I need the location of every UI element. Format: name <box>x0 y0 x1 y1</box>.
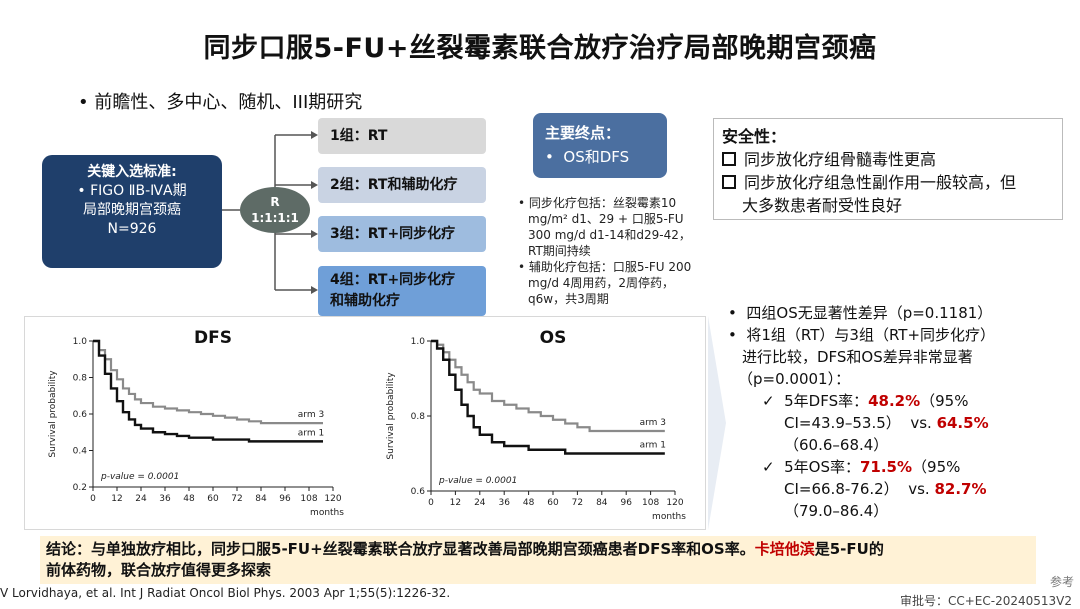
series-line-arm-3 <box>93 339 323 425</box>
x-axis-label: months <box>310 508 344 518</box>
x-axis-label: months <box>652 512 686 522</box>
safety-item: 同步放化疗组急性副作用一般较高，但 <box>722 171 1054 194</box>
x-tick-label: 60 <box>547 498 559 508</box>
survival-plots-panel: 0 12 24 36 48 60 72 84 96 108 120 0.2 0.4 0.6 0.8 1.0 DF… <box>24 316 706 530</box>
randomization-node: R 1:1:1:1 <box>240 187 310 233</box>
group-4-box: 4组：RT+同步化疗 和辅助化疗 <box>318 266 486 316</box>
y-tick-label: 0.8 <box>73 374 88 384</box>
page-title: 同步口服5-FU+丝裂霉素联合放疗治疗局部晚期宫颈癌 <box>203 33 877 64</box>
y-tick-label: 0.2 <box>73 483 87 493</box>
x-tick-label: 108 <box>300 494 317 504</box>
inclusion-criteria-box: 关键入选标准: • FIGO ⅡB-ⅣA期 局部晚期宫颈癌 N=926 <box>42 155 222 268</box>
p-value-annotation: p-value = 0.0001 <box>100 472 179 482</box>
x-tick-label: 48 <box>523 498 535 508</box>
x-tick-label: 108 <box>642 498 659 508</box>
y-tick-label: 0.4 <box>73 447 88 457</box>
x-tick-label: 48 <box>183 494 195 504</box>
group-3-box: 3组：RT+同步化疗 <box>318 216 486 252</box>
study-design: • 前瞻性、多中心、随机、III期研究 <box>78 92 363 113</box>
series-label: arm 1 <box>298 428 324 438</box>
side-reference: 参考 <box>1049 575 1074 589</box>
note-item: • 同步化疗包括：丝裂霉素10 mg/m² d1、29 + 口服5-FU 300… <box>518 196 691 258</box>
criteria-line: • FIGO ⅡB-ⅣA期 <box>77 183 187 199</box>
chart-title: DFS <box>194 328 232 348</box>
x-tick-label: 36 <box>498 498 510 508</box>
note-item: • 辅助化疗包括：口服5-FU 200 mg/d 4周用药，2周停药，q6w，共… <box>518 260 692 306</box>
group-2-box: 2组：RT和辅助化疗 <box>318 167 486 203</box>
x-tick-label: 12 <box>450 498 461 508</box>
y-tick-label: 1.0 <box>411 337 426 347</box>
x-tick-label: 72 <box>572 498 583 508</box>
citation: V Lorvidhaya, et al. Int J Radiat Oncol … <box>0 586 451 600</box>
y-tick-label: 0.6 <box>73 410 88 420</box>
x-tick-label: 96 <box>620 498 632 508</box>
chevron-right-icon <box>708 316 726 530</box>
series-label: arm 3 <box>298 410 324 420</box>
y-axis-label: Survival probability <box>48 370 58 458</box>
x-tick-label: 0 <box>428 498 434 508</box>
x-tick-label: 24 <box>135 494 147 504</box>
criteria-heading: 关键入选标准: <box>87 164 177 180</box>
regimen-notes: • 同步化疗包括：丝裂霉素10 mg/m² d1、29 + 口服5-FU 300… <box>516 195 696 307</box>
safety-item-cont: 大多数患者耐受性良好 <box>742 196 903 215</box>
endpoint-item: • OS和DFS <box>545 148 630 166</box>
os-result: ✓ 5年OS率：71.5%（95% <box>762 458 961 476</box>
conclusion-box: 结论：与单独放疗相比，同步口服5-FU+丝裂霉素联合放疗显著改善局部晚期宫颈癌患… <box>40 536 1036 584</box>
dfs-chart: 0 12 24 36 48 60 72 84 96 108 120 0.2 0.4 0.6 0.8 1.0 DF… <box>48 328 344 518</box>
endpoint-heading: 主要终点： <box>545 124 621 142</box>
x-tick-label: 60 <box>207 494 219 504</box>
y-axis-label: Survival probability <box>386 372 396 460</box>
series-line-arm-3 <box>431 339 665 433</box>
y-tick-label: 0.8 <box>411 412 426 422</box>
series-label: arm 1 <box>640 441 666 451</box>
result-bullet: • 将1组（RT）与3组（RT+同步化疗） <box>728 326 996 344</box>
series-line-arm-1 <box>431 339 665 455</box>
checkbox-icon <box>722 152 736 166</box>
x-tick-label: 120 <box>324 494 341 504</box>
x-tick-label: 36 <box>159 494 171 504</box>
y-tick-label: 1.0 <box>73 337 88 347</box>
safety-box: 安全性： 同步放化疗组骨髓毒性更高 同步放化疗组急性副作用一般较高，但 大多数患… <box>713 118 1063 220</box>
y-tick-label: 0.6 <box>411 487 426 497</box>
x-tick-label: 120 <box>666 498 683 508</box>
series-label: arm 3 <box>640 418 666 428</box>
approval-number: 审批号：CC+EC-20240513V2 <box>899 594 1072 608</box>
x-tick-label: 84 <box>596 498 608 508</box>
x-tick-label: 96 <box>279 494 291 504</box>
series-line-arm-1 <box>93 339 323 443</box>
criteria-line: 局部晚期宫颈癌 <box>83 202 181 218</box>
safety-item: 同步放化疗组骨髓毒性更高 <box>722 148 1054 171</box>
x-tick-label: 12 <box>111 494 122 504</box>
checkbox-icon <box>722 175 736 189</box>
dfs-result: ✓ 5年DFS率：48.2%（95% <box>762 392 969 410</box>
results-text: • 四组OS无显著性差异（p=0.1181） • 将1组（RT）与3组（RT+同… <box>724 302 1074 522</box>
p-value-annotation: p-value = 0.0001 <box>438 476 517 486</box>
result-bullet: • 四组OS无显著性差异（p=0.1181） <box>728 304 993 322</box>
chart-title: OS <box>540 328 567 348</box>
primary-endpoint-box: 主要终点： • OS和DFS <box>533 113 667 178</box>
x-tick-label: 0 <box>90 494 96 504</box>
criteria-line: N=926 <box>107 221 157 237</box>
x-tick-label: 72 <box>231 494 242 504</box>
x-tick-label: 24 <box>474 498 486 508</box>
x-tick-label: 84 <box>255 494 267 504</box>
os-chart: 0 12 24 36 48 60 72 84 96 108 120 0.6 0.8 1.0 OS months… <box>386 328 686 522</box>
safety-heading: 安全性： <box>722 127 787 146</box>
group-1-box: 1组：RT <box>318 118 486 154</box>
